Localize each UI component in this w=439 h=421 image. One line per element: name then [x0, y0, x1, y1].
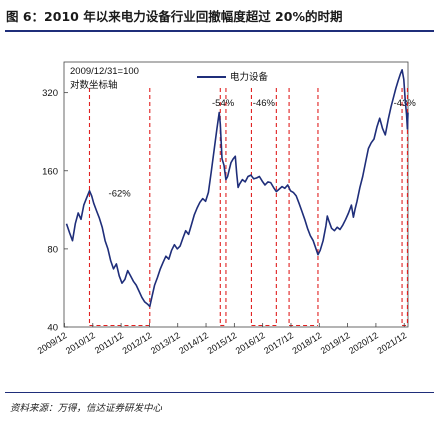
x-tick-label: 2014/12 — [177, 330, 210, 356]
x-tick-label: 2009/12 — [36, 330, 69, 356]
x-tick-label: 2011/12 — [93, 330, 125, 355]
x-tick-label: 2020/12 — [347, 330, 380, 356]
figure-title: 图 6：2010 年以来电力设备行业回撤幅度超过 20%的时期 — [6, 9, 343, 24]
x-axis: 2009/122010/122011/122012/122013/122014/… — [36, 323, 408, 356]
series-line-dianli-shebei — [65, 69, 409, 308]
bottom-rule — [5, 392, 434, 393]
legend-label: 电力设备 — [230, 71, 269, 83]
drawdown-regions: -62%-54% -46% -43% — [88, 88, 416, 327]
y-tick-label: 320 — [42, 88, 58, 99]
x-tick-label: 2018/12 — [290, 330, 323, 356]
y-tick-label: 80 — [47, 244, 58, 255]
x-tick-label: 2016/12 — [234, 330, 267, 356]
drawdown-label: -54% — [212, 98, 235, 109]
x-tick-label: 2017/12 — [262, 330, 295, 356]
drawdown-label: -46% — [253, 98, 276, 109]
series-layer — [65, 69, 409, 308]
plot-frame — [63, 61, 409, 328]
x-tick-label: 2021/12 — [375, 330, 408, 356]
scale-note: 对数坐标轴 — [70, 79, 118, 91]
x-tick-label: 2015/12 — [206, 330, 239, 356]
x-tick-label: 2013/12 — [149, 330, 182, 356]
y-tick-label: 160 — [42, 166, 58, 177]
title-rule — [5, 30, 434, 32]
drawdown-label: -62% — [109, 188, 132, 199]
x-tick-label: 2010/12 — [64, 330, 97, 356]
x-tick-label: 2019/12 — [319, 330, 352, 356]
source-note: 资料来源：万得，信达证券研发中心 — [10, 403, 163, 414]
y-tick-label: 40 — [47, 323, 58, 334]
base-note: 2009/12/31=100 — [70, 66, 139, 77]
x-tick-label: 2012/12 — [121, 330, 154, 356]
